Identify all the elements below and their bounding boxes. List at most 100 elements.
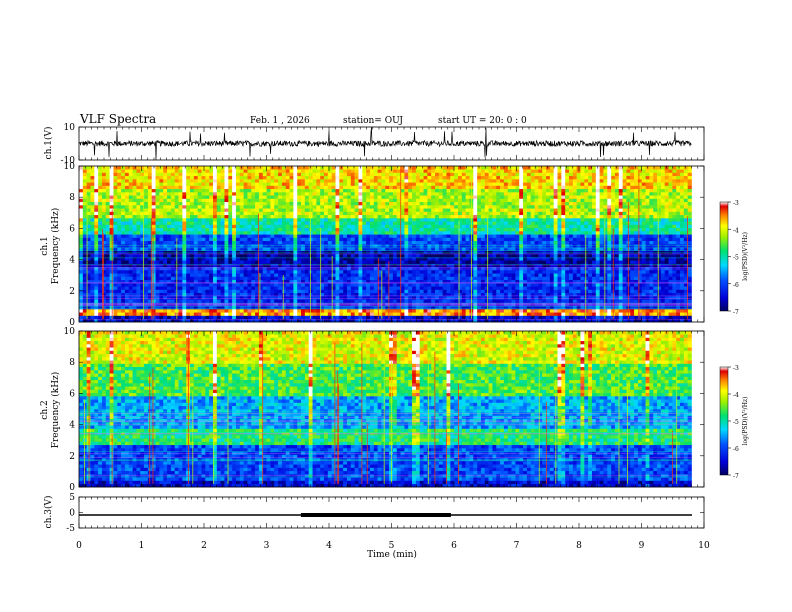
spectrogram-cell xyxy=(561,227,566,232)
spectrogram-cell xyxy=(461,260,466,264)
spectrogram-cell xyxy=(446,289,451,294)
spectrogram-cell xyxy=(190,270,195,274)
spectrogram-cell xyxy=(350,292,355,297)
spectrogram-cell xyxy=(492,292,497,297)
spectrogram-cell xyxy=(324,273,329,277)
spectrogram-cell xyxy=(687,240,692,245)
spectrogram-cell xyxy=(427,260,432,264)
spectrogram-cell xyxy=(381,283,386,287)
spectrogram-cell xyxy=(503,227,509,232)
spectrogram-cell xyxy=(660,234,666,238)
spectrogram-cell xyxy=(186,309,191,313)
spectrogram-cell xyxy=(676,309,681,313)
spectrogram-cell xyxy=(228,224,233,229)
spectrogram-cell xyxy=(473,240,478,245)
spectrogram-cell xyxy=(526,237,532,242)
spectrogram-cell xyxy=(446,260,451,264)
spectrogram-cell xyxy=(377,296,382,300)
spectrogram-cell xyxy=(683,315,688,320)
spectrogram-cell xyxy=(641,240,646,245)
spectrogram-cell xyxy=(94,283,99,287)
spectrogram-cell xyxy=(293,299,298,303)
spectrogram-cell xyxy=(358,299,363,303)
spectrogram-cell xyxy=(86,231,91,235)
spectrogram-cell xyxy=(274,292,279,297)
spectrogram-cell xyxy=(320,247,325,251)
spectrogram-cell xyxy=(653,305,658,310)
spectrogram-cell xyxy=(170,299,176,303)
spectrogram-cell xyxy=(480,270,486,274)
spectrogram-cell xyxy=(580,296,585,300)
spectrogram-cell xyxy=(205,237,210,242)
spectrogram-cell xyxy=(335,266,340,271)
spectrogram-cell xyxy=(239,318,244,323)
spectrogram-cell xyxy=(538,231,543,235)
spectrogram-cell xyxy=(538,224,543,229)
spectrogram-cell xyxy=(343,234,348,238)
spectrogram-cell xyxy=(419,234,424,238)
spectrogram-cell xyxy=(258,231,264,235)
spectrogram-cell xyxy=(500,250,505,255)
spectrogram-cell xyxy=(465,250,470,255)
spectrogram-cell xyxy=(232,266,237,271)
spectrogram-cell xyxy=(79,289,84,294)
spectrogram-cell xyxy=(415,234,421,238)
spectrogram-cell xyxy=(649,253,654,258)
spectrogram-cell xyxy=(105,257,110,261)
spectrogram-cell xyxy=(266,289,271,294)
spectrogram-cell xyxy=(239,224,244,229)
spectrogram-cell xyxy=(201,237,206,242)
spectrogram-cell xyxy=(523,299,528,303)
spectrogram-cell xyxy=(687,231,692,235)
spectrogram-cell xyxy=(645,240,650,245)
spectrogram-cell xyxy=(542,315,547,320)
spectrogram-cell xyxy=(492,237,497,242)
spectrogram-cell xyxy=(488,276,493,281)
spectrogram-cell xyxy=(182,299,187,303)
spectrogram-cell xyxy=(653,227,658,232)
spectrogram-cell xyxy=(377,270,382,274)
spectrogram-cell xyxy=(163,237,168,242)
spectrogram-cell xyxy=(614,253,620,258)
spectrogram-cell xyxy=(124,312,130,316)
spectrogram-cell xyxy=(477,305,482,310)
spectrogram-cell xyxy=(645,270,650,274)
spectrogram-cell xyxy=(235,318,241,323)
spectrogram-cell xyxy=(285,231,290,235)
spectrogram-cell xyxy=(316,305,321,310)
spectrogram-cell xyxy=(381,299,386,303)
spectrogram-cell xyxy=(683,240,688,245)
spectrogram-cell xyxy=(362,315,367,320)
spectrogram-cell xyxy=(274,283,279,287)
spectrogram-cell xyxy=(687,276,692,281)
spectrogram-cell xyxy=(151,299,156,303)
spectrogram-cell xyxy=(687,296,692,300)
spectrogram-cell xyxy=(147,273,153,277)
spectrogram-cell xyxy=(235,299,241,303)
spectrogram-cell xyxy=(262,253,267,258)
spectrogram-cell xyxy=(488,289,493,294)
spectrogram-cell xyxy=(193,270,198,274)
spectrogram-cell xyxy=(270,231,275,235)
spectrogram-cell xyxy=(450,237,455,242)
spectrogram-cell xyxy=(649,318,654,323)
spectrogram-cell xyxy=(109,240,114,245)
spectrogram-cell xyxy=(190,227,195,232)
spectrogram-cell xyxy=(595,309,600,313)
spectrogram-cell xyxy=(343,260,348,264)
spectrogram-cell xyxy=(595,305,600,310)
spectrogram-cell xyxy=(526,315,532,320)
spectrogram-cell xyxy=(186,240,191,245)
spectrogram-cell xyxy=(101,247,107,251)
spectrogram-cell xyxy=(569,318,574,323)
spectrogram-cell xyxy=(262,240,267,245)
spectrogram-cell xyxy=(534,296,539,300)
spectrogram-cell xyxy=(167,296,172,300)
spectrogram-cell xyxy=(140,312,145,316)
spectrogram-cell xyxy=(492,247,497,251)
spectrogram-cell xyxy=(523,250,528,255)
spectrogram-cell xyxy=(523,286,528,290)
spectrogram-cell xyxy=(151,266,156,271)
spectrogram-cell xyxy=(431,309,436,313)
spectrogram-cell xyxy=(278,296,283,300)
